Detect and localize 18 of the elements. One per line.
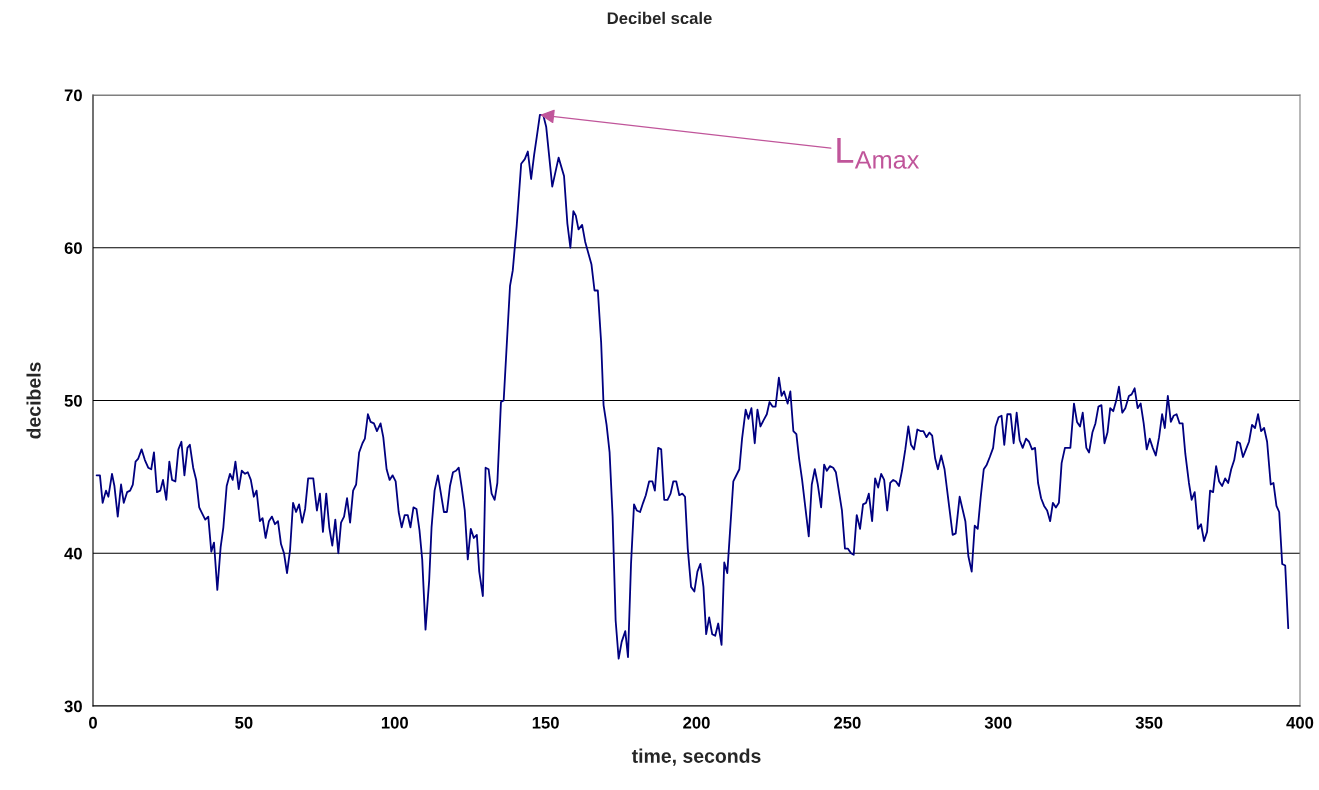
x-tick-label: 400	[1286, 716, 1314, 729]
x-tick-label: 150	[532, 716, 559, 729]
x-tick-label: 300	[984, 716, 1012, 729]
x-tick-label: 100	[381, 716, 408, 729]
x-tick-label: 50	[235, 716, 253, 729]
chart-title: Decibel scale	[607, 11, 712, 25]
annotation: L$_{Amax}$	[837, 138, 920, 169]
y-tick-label: 40	[64, 547, 82, 560]
y-tick-label: 60	[64, 242, 82, 254]
x-tick-label: 350	[1135, 716, 1163, 729]
y-tick-label: 30	[64, 700, 82, 713]
y-tick-label: 70	[64, 89, 82, 102]
x-tick-label: 200	[683, 716, 710, 729]
x-tick-label: 0	[89, 716, 97, 729]
y-tick-label: 50	[64, 394, 82, 407]
x-tick-label: 250	[834, 716, 861, 729]
y-axis-title: decibels	[26, 362, 41, 439]
x-axis-title: time, seconds	[631, 748, 761, 766]
